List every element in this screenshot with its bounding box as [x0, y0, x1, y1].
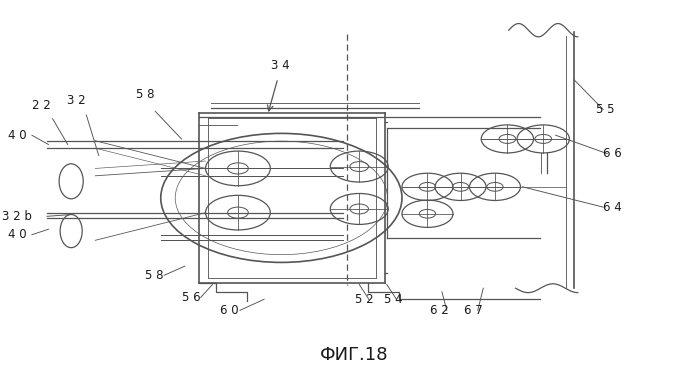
Text: 2 2: 2 2 [32, 99, 51, 112]
Text: 5 8: 5 8 [136, 88, 155, 101]
Text: 6 2: 6 2 [431, 304, 449, 317]
Text: ФИГ.18: ФИГ.18 [319, 346, 388, 364]
Text: 6 4: 6 4 [603, 201, 621, 213]
Text: 6 7: 6 7 [463, 304, 482, 317]
Text: 4 0: 4 0 [8, 228, 27, 241]
Text: 5 5: 5 5 [596, 103, 614, 116]
Text: 5 2: 5 2 [355, 293, 373, 306]
Text: 5 6: 5 6 [182, 291, 201, 304]
Text: 5 4: 5 4 [384, 293, 403, 306]
Text: 3 2 b: 3 2 b [3, 210, 32, 223]
Text: 5 8: 5 8 [145, 269, 163, 282]
Text: 3 4: 3 4 [271, 59, 289, 72]
Text: 6 6: 6 6 [603, 147, 621, 160]
Text: 6 0: 6 0 [220, 304, 239, 317]
Text: 4 0: 4 0 [8, 129, 27, 142]
Text: 3 2: 3 2 [67, 94, 86, 107]
